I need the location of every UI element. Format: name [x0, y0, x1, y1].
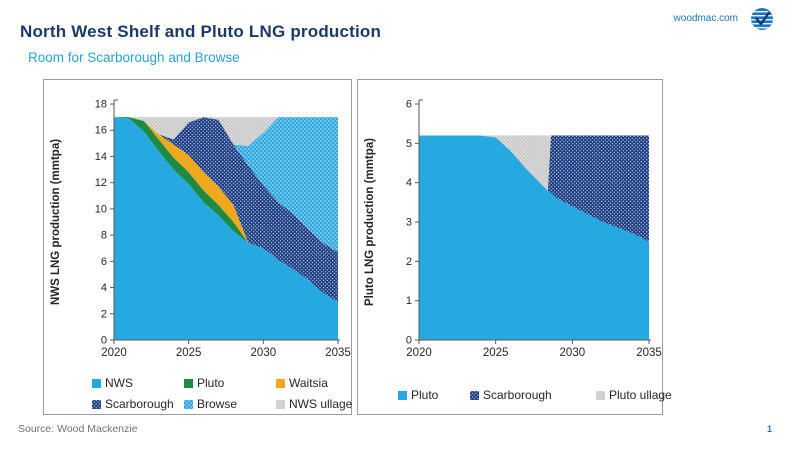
svg-text:14: 14: [95, 151, 107, 163]
svg-text:4: 4: [406, 177, 412, 189]
legend-label: Browse: [197, 397, 238, 411]
svg-text:5: 5: [406, 138, 412, 150]
nws-ullage-swatch-icon: [276, 399, 285, 409]
svg-text:6: 6: [101, 256, 107, 268]
legend-label: Scarborough: [105, 397, 174, 411]
svg-text:6: 6: [406, 99, 412, 111]
page-title: North West Shelf and Pluto LNG productio…: [20, 22, 382, 41]
legend-item-scarborough: Scarborough: [92, 397, 184, 411]
svg-text:0: 0: [101, 335, 107, 347]
legend-item-waitsia: Waitsia: [276, 376, 352, 390]
nws-swatch-icon: [92, 378, 101, 388]
svg-text:8: 8: [101, 230, 107, 242]
legend-label: NWS ullage: [289, 397, 353, 411]
nws-production-chart: 0 2 4 6 8 10 12 14 16 18 2020 2025 2030 2035 NWS LNG p…: [50, 99, 351, 360]
legend-item-nws: NWS: [92, 376, 184, 390]
page-subtitle: Room for Scarborough and Browse: [28, 50, 240, 65]
legend-label: Waitsia: [289, 376, 328, 390]
svg-text:4: 4: [101, 282, 107, 294]
pluto-swatch-icon: [398, 390, 407, 400]
svg-text:2035: 2035: [325, 347, 351, 359]
brand-link[interactable]: woodmac.com: [673, 13, 738, 24]
legend-item-pluto-ullage: Pluto ullage: [596, 388, 672, 402]
legend-label: NWS: [105, 376, 133, 390]
svg-text:3: 3: [406, 217, 412, 229]
svg-text:2020: 2020: [101, 347, 127, 359]
legend-item-pluto: Pluto: [398, 388, 470, 402]
nws-chart-panel: 0 2 4 6 8 10 12 14 16 18 2020 2025 2030 2035 NWS LNG p…: [43, 79, 352, 415]
svg-text:10: 10: [95, 203, 107, 215]
svg-text:2020: 2020: [406, 347, 432, 359]
svg-text:2025: 2025: [483, 347, 509, 359]
waitsia-swatch-icon: [276, 378, 285, 388]
pluto-production-chart: 0 1 2 3 4 5 6 2020 2025 2030 2035 Pluto LNG product…: [364, 99, 662, 360]
page-number: 1: [766, 424, 772, 434]
browse-swatch-icon: [184, 399, 193, 409]
svg-text:0: 0: [406, 335, 412, 347]
legend-label: Pluto ullage: [609, 388, 672, 402]
svg-text:1: 1: [406, 295, 412, 307]
svg-text:2025: 2025: [176, 347, 202, 359]
svg-text:Pluto LNG production (mmtpa): Pluto LNG production (mmtpa): [364, 138, 376, 306]
svg-text:2030: 2030: [251, 347, 277, 359]
svg-text:2: 2: [406, 256, 412, 268]
legend-item-pluto: Pluto: [184, 376, 276, 390]
svg-text:2035: 2035: [636, 347, 662, 359]
svg-text:16: 16: [95, 125, 107, 137]
scarborough-swatch-icon: [92, 399, 101, 409]
svg-text:2030: 2030: [560, 347, 586, 359]
pluto-swatch-icon: [184, 378, 193, 388]
nws-chart-legend: NWS Pluto Waitsia Scarborough Browse NWS…: [92, 376, 352, 411]
svg-text:NWS LNG production (mmtpa): NWS LNG production (mmtpa): [50, 139, 62, 305]
pluto-chart-panel: 0 1 2 3 4 5 6 2020 2025 2030 2035 Pluto LNG product…: [357, 79, 672, 415]
pluto-chart-legend: Pluto Scarborough Pluto ullage: [398, 388, 672, 402]
legend-label: Pluto: [197, 376, 225, 390]
legend-item-scarborough: Scarborough: [470, 388, 596, 402]
legend-label: Scarborough: [483, 388, 552, 402]
legend-item-browse: Browse: [184, 397, 276, 411]
svg-text:18: 18: [95, 99, 107, 111]
source-note: Source: Wood Mackenzie: [18, 423, 138, 435]
scarborough-swatch-icon: [470, 390, 479, 400]
pluto-ullage-swatch-icon: [596, 390, 605, 400]
svg-text:2: 2: [101, 308, 107, 320]
legend-label: Pluto: [411, 388, 439, 402]
svg-text:12: 12: [95, 177, 107, 189]
woodmac-logo-icon: [751, 8, 773, 30]
legend-item-nws-ullage: NWS ullage: [276, 397, 352, 411]
